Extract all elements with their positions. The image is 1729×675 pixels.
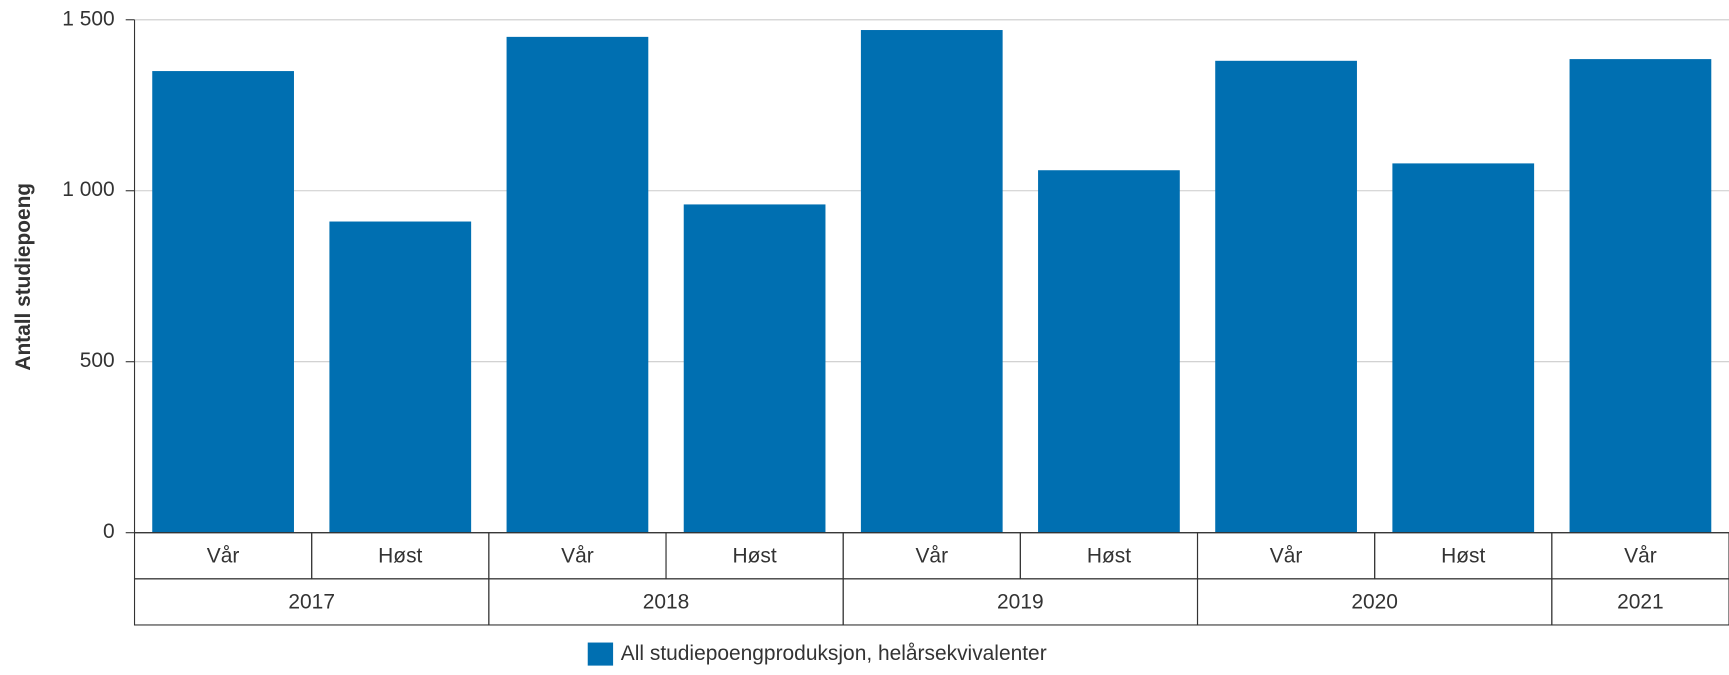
group-label: 2018: [643, 591, 690, 614]
legend-label: All studiepoengproduksjon, helårsekvival…: [621, 642, 1047, 665]
group-label: 2021: [1617, 591, 1664, 614]
y-tick-label: 0: [103, 520, 115, 543]
x-tick-label: Vår: [207, 544, 240, 567]
bar: [1038, 170, 1180, 533]
group-label: 2017: [288, 591, 335, 614]
bar: [506, 36, 649, 533]
y-tick-label: 1 000: [62, 178, 114, 201]
x-tick-label: Vår: [915, 544, 948, 567]
bar: [1215, 60, 1357, 533]
y-tick-label: 1 500: [62, 7, 114, 30]
bar: [1392, 163, 1535, 533]
group-label: 2019: [997, 591, 1044, 614]
y-tick-label: 500: [80, 349, 115, 372]
bar: [1569, 59, 1712, 533]
x-tick-label: Høst: [1441, 544, 1485, 567]
x-tick-label: Høst: [378, 544, 422, 567]
x-tick-label: Høst: [1087, 544, 1131, 567]
x-tick-label: Vår: [1270, 544, 1303, 567]
bar: [152, 71, 294, 533]
x-tick-label: Vår: [1624, 544, 1657, 567]
group-cell: [1551, 578, 1729, 626]
bar: [329, 221, 472, 533]
bar: [683, 204, 826, 533]
y-axis-label: Antall studiepoeng: [12, 183, 35, 371]
x-tick-label: Høst: [733, 544, 777, 567]
bar: [860, 30, 1003, 533]
x-tick-label: Vår: [561, 544, 594, 567]
group-label: 2020: [1351, 591, 1398, 614]
legend-swatch: [587, 642, 614, 666]
